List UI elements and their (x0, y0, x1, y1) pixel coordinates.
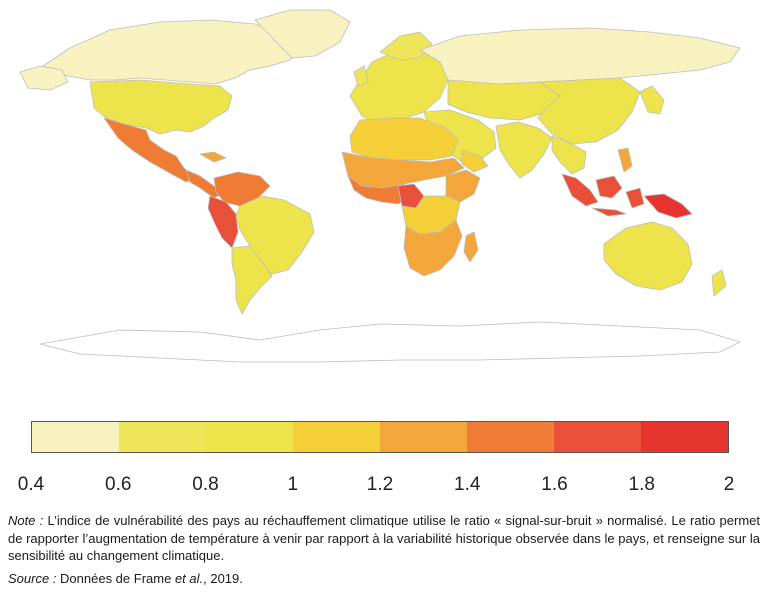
color-scale-tick-label: 1.6 (541, 474, 568, 495)
region-uk (353, 65, 369, 87)
region-central-america (185, 169, 223, 199)
color-scale-swatch (293, 422, 380, 452)
color-scale-swatch (641, 422, 728, 452)
region-sulawesi-moluccas (625, 187, 645, 209)
region-north-africa (349, 117, 459, 161)
region-japan-korea (639, 85, 665, 115)
note-label: Note : (8, 513, 44, 528)
region-southeast-asia (551, 135, 587, 175)
color-scale-ticks: 0.4 0.6 0.8 1 1.2 1.4 1.6 1.8 2 (0, 474, 768, 504)
color-scale-swatch (32, 422, 119, 452)
color-scale-swatch (119, 422, 206, 452)
world-map (19, 9, 741, 363)
source-etal: et al. (174, 571, 204, 586)
region-india (495, 121, 553, 179)
color-scale-tick-label: 0.4 (17, 474, 45, 495)
color-scale-tick-label: 1 (287, 474, 299, 495)
source-suffix: , 2019. (203, 571, 243, 586)
region-arabia-yemen (461, 149, 489, 173)
region-caribbean (199, 151, 227, 163)
region-central-asia (447, 79, 561, 121)
region-antarctica (39, 321, 741, 363)
region-australia (603, 221, 693, 291)
region-madagascar (463, 231, 479, 263)
region-alaska (19, 65, 69, 91)
note-text: L’indice de vulnérabilité des pays au ré… (8, 513, 760, 563)
region-borneo (595, 175, 623, 199)
color-scale-tick-label: 1.4 (454, 474, 481, 495)
region-sumatra-malaysia (561, 173, 599, 207)
color-scale-tick-label: 1.2 (366, 474, 394, 495)
region-new-zealand (711, 269, 727, 297)
region-scandinavia (379, 31, 433, 61)
color-scale-swatch (380, 422, 467, 452)
figure-source: Source : Données de Frame et al., 2019. (8, 570, 243, 587)
region-greenland (254, 9, 351, 59)
figure-note: Note : L’indice de vulnérabilité des pay… (8, 512, 760, 565)
source-prefix: Données de Frame (56, 571, 175, 586)
color-scale-tick-label: 2 (723, 474, 735, 495)
color-scale-tick-label: 0.6 (105, 474, 132, 495)
region-new-guinea (643, 193, 693, 219)
region-horn-of-africa (445, 169, 481, 203)
color-scale-swatch (206, 422, 293, 452)
region-southern-cone (231, 245, 273, 315)
region-philippines (617, 147, 633, 173)
region-java (591, 207, 627, 217)
color-scale-tick-label: 0.8 (192, 474, 219, 495)
color-scale-swatch (554, 422, 641, 452)
region-china-mongolia (537, 77, 641, 145)
region-southern-africa (403, 219, 463, 277)
color-scale-tick-label: 1.8 (628, 474, 655, 495)
region-russia (419, 27, 741, 89)
color-scale-swatch (467, 422, 554, 452)
region-canada (39, 19, 301, 85)
source-label: Source : (8, 571, 57, 586)
color-scale-bar (31, 421, 729, 453)
